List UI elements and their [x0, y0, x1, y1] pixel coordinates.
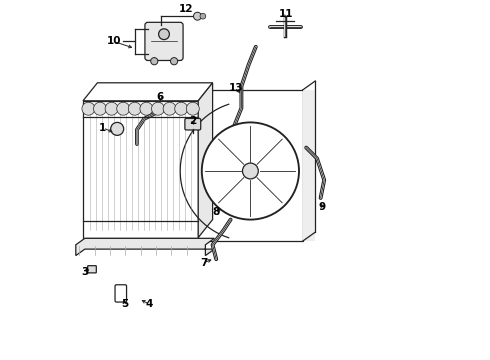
Circle shape — [202, 122, 299, 220]
Circle shape — [140, 102, 153, 115]
Circle shape — [128, 102, 141, 115]
Circle shape — [159, 29, 170, 40]
Circle shape — [105, 102, 118, 115]
Text: 1: 1 — [99, 123, 106, 133]
Circle shape — [117, 102, 130, 115]
Circle shape — [94, 102, 106, 115]
Text: 5: 5 — [121, 299, 128, 309]
Bar — [303, 90, 315, 241]
Text: 3: 3 — [81, 267, 88, 277]
Circle shape — [111, 122, 123, 135]
Polygon shape — [83, 83, 213, 101]
Text: 9: 9 — [319, 202, 326, 212]
Polygon shape — [76, 238, 215, 256]
Text: 10: 10 — [106, 36, 121, 46]
Circle shape — [243, 163, 258, 179]
Circle shape — [151, 102, 165, 115]
Text: 13: 13 — [229, 83, 243, 93]
Text: 6: 6 — [157, 92, 164, 102]
Circle shape — [175, 102, 188, 115]
FancyBboxPatch shape — [88, 266, 97, 273]
Text: 2: 2 — [189, 116, 196, 126]
FancyBboxPatch shape — [145, 22, 183, 60]
Polygon shape — [198, 83, 213, 238]
Circle shape — [171, 58, 178, 65]
FancyBboxPatch shape — [185, 118, 201, 130]
Text: 4: 4 — [146, 299, 153, 309]
Circle shape — [82, 102, 95, 115]
Bar — [195, 90, 303, 241]
Text: 11: 11 — [279, 9, 294, 19]
Text: 8: 8 — [213, 207, 220, 217]
Circle shape — [163, 102, 176, 115]
Text: 12: 12 — [178, 4, 193, 14]
Bar — [83, 101, 198, 238]
Text: 7: 7 — [200, 258, 207, 268]
Circle shape — [151, 58, 158, 65]
Circle shape — [186, 102, 199, 115]
Circle shape — [194, 12, 201, 20]
Circle shape — [200, 13, 206, 19]
